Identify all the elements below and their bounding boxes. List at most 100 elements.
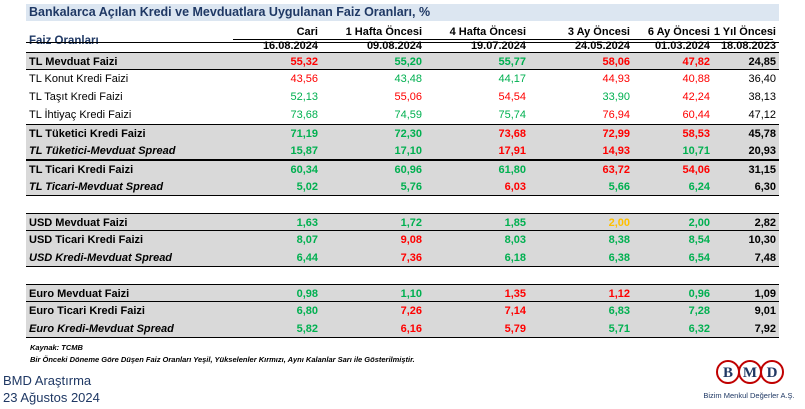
row-value: 47,12	[748, 109, 776, 121]
table-row: TL Mevduat Faizi 55,32 55,20 55,77 58,06 47,8…	[26, 52, 779, 70]
header-rule	[233, 39, 773, 40]
row-value: 40,88	[682, 73, 710, 85]
row-value: 74,59	[394, 109, 422, 121]
row-value: 17,91	[498, 145, 526, 157]
row-label: TL Ticari Kredi Faizi	[29, 164, 134, 176]
row-value: 60,34	[290, 164, 318, 176]
row-value: 1,85	[504, 217, 526, 229]
column-date-1y: 18.08.2023	[720, 40, 776, 52]
column-name-1y: 1 Yıl Öncesi	[713, 26, 776, 38]
row-label: USD Ticari Kredi Faizi	[29, 234, 144, 246]
logo-letter-b: B	[723, 365, 733, 381]
row-value: 7,92	[754, 323, 776, 335]
row-value: 61,80	[498, 164, 526, 176]
column-name-1w: 1 Hafta Öncesi	[345, 26, 422, 38]
row-value: 8,54	[688, 234, 710, 246]
row-value: 33,90	[602, 91, 630, 103]
table-row: TL Ticari Kredi Faizi 60,34 60,96 61,80 63,7…	[26, 160, 779, 178]
row-value: 1,12	[608, 288, 630, 300]
row-value: 6,80	[296, 305, 318, 317]
row-value: 6,30	[754, 181, 776, 193]
row-value: 72,99	[602, 128, 630, 140]
header-label: Faiz Oranları	[29, 35, 99, 47]
column-date-3m: 24.05.2024	[574, 40, 630, 52]
row-value: 1,35	[504, 288, 526, 300]
interest-rate-table: Faiz Oranları Cari 16.08.2024 1 Hafta Ön…	[26, 25, 779, 338]
row-value: 6,18	[504, 252, 526, 264]
row-value: 6,83	[608, 305, 630, 317]
column-date-6m: 01.03.2024	[654, 40, 710, 52]
column-date-current: 16.08.2024	[262, 40, 318, 52]
row-value: 9,08	[400, 234, 422, 246]
row-label: TL Konut Kredi Faizi	[29, 73, 129, 85]
row-value: 8,03	[504, 234, 526, 246]
row-value: 7,48	[754, 252, 776, 264]
row-value: 17,10	[394, 145, 422, 157]
table-row: TL Tüketici Kredi Faizi 71,19 72,30 73,68 72…	[26, 124, 779, 142]
row-value: 38,13	[748, 91, 776, 103]
row-value: 47,82	[682, 56, 710, 68]
row-value: 55,20	[394, 56, 422, 68]
row-value: 43,48	[394, 73, 422, 85]
spacer	[26, 196, 779, 213]
row-value: 10,30	[748, 234, 776, 246]
row-value: 6,03	[504, 181, 526, 193]
row-value: 76,94	[602, 109, 630, 121]
row-value: 7,14	[504, 305, 526, 317]
row-value: 5,82	[296, 323, 318, 335]
row-label: Euro Ticari Kredi Faizi	[29, 305, 145, 317]
table-row: Euro Mevduat Faizi 0,98 1,10 1,35 1,12 0,96 1,…	[26, 284, 779, 302]
row-value: 6,44	[296, 252, 318, 264]
row-value: 2,82	[754, 217, 776, 229]
row-value: 45,78	[748, 128, 776, 140]
row-value: 75,74	[498, 109, 526, 121]
row-label: TL Tüketici Kredi Faizi	[29, 128, 146, 140]
row-label: USD Kredi-Mevduat Spread	[29, 252, 173, 264]
header-bottom-rule	[26, 42, 779, 43]
column-date-1w: 09.08.2024	[366, 40, 422, 52]
row-value: 58,06	[602, 56, 630, 68]
table-row: USD Mevduat Faizi 1,63 1,72 1,85 2,00 2,00 2,8…	[26, 213, 779, 231]
row-value: 5,02	[296, 181, 318, 193]
row-label: TL Tüketici-Mevduat Spread	[29, 145, 176, 157]
row-label: TL Taşıt Kredi Faizi	[29, 91, 123, 103]
row-value: 60,44	[682, 109, 710, 121]
row-label: Euro Mevduat Faizi	[29, 288, 130, 300]
footer-date: 23 Ağustos 2024	[3, 390, 100, 405]
row-value: 1,63	[296, 217, 318, 229]
row-value: 1,09	[754, 288, 776, 300]
bmd-logo: B M D	[716, 360, 784, 384]
table-row: TL Taşıt Kredi Faizi 52,13 55,06 54,54 33,90…	[26, 88, 779, 106]
source-note: Kaynak: TCMB	[30, 343, 83, 352]
row-value: 6,32	[688, 323, 710, 335]
row-label: TL İhtiyaç Kredi Faizi	[29, 109, 132, 121]
column-name-6m: 6 Ay Öncesi	[647, 26, 710, 38]
table-row: TL Konut Kredi Faizi 43,56 43,48 44,17 44,93…	[26, 70, 779, 88]
row-value: 5,66	[608, 181, 630, 193]
row-value: 44,93	[602, 73, 630, 85]
row-value: 71,19	[290, 128, 318, 140]
table-row: Euro Ticari Kredi Faizi 6,80 7,26 7,14 6,83 7…	[26, 302, 779, 320]
row-value: 73,68	[290, 109, 318, 121]
row-value: 42,24	[682, 91, 710, 103]
row-value: 8,38	[608, 234, 630, 246]
table-header: Faiz Oranları Cari 16.08.2024 1 Hafta Ön…	[26, 25, 779, 52]
table-row: TL İhtiyaç Kredi Faizi 73,68 74,59 75,74 76,…	[26, 106, 779, 124]
row-value: 1,72	[400, 217, 422, 229]
row-label: TL Mevduat Faizi	[29, 56, 118, 68]
color-legend-note: Bir Önceki Döneme Göre Düşen Faiz Oranla…	[30, 355, 415, 364]
table-row: TL Ticari-Mevduat Spread 5,02 5,76 6,03 5,66…	[26, 178, 779, 196]
column-date-4w: 19.07.2024	[470, 40, 526, 52]
logo-letter-m: M	[743, 365, 757, 381]
column-name-current: Cari	[296, 26, 318, 38]
row-value: 8,07	[296, 234, 318, 246]
row-value: 9,01	[754, 305, 776, 317]
row-value: 5,71	[608, 323, 630, 335]
row-value: 20,93	[748, 145, 776, 157]
row-value: 6,16	[400, 323, 422, 335]
row-value: 7,36	[400, 252, 422, 264]
row-value: 52,13	[290, 91, 318, 103]
row-value: 0,98	[296, 288, 318, 300]
row-value: 6,38	[608, 252, 630, 264]
table-row: USD Ticari Kredi Faizi 8,07 9,08 8,03 8,38 8,…	[26, 231, 779, 249]
